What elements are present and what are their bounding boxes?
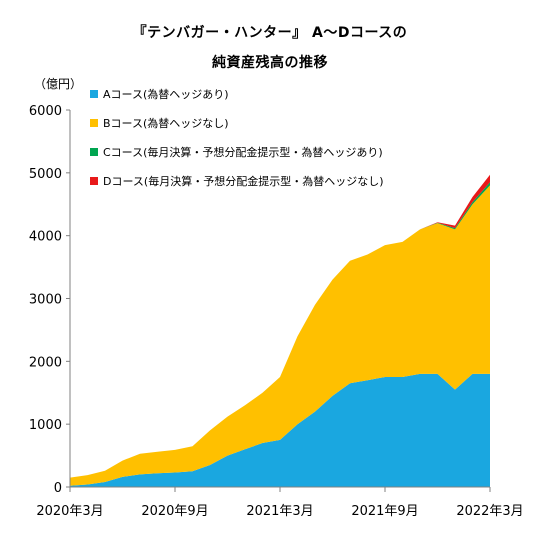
y-tick-label: 1000 <box>29 418 62 433</box>
y-tick-label: 5000 <box>29 167 62 182</box>
legend-swatch-c <box>90 148 98 156</box>
axes: 0 1000 2000 3000 4000 5000 6000 2020年3月 2020年9月 2… <box>29 104 524 519</box>
y-tick-label: 2000 <box>29 355 62 370</box>
area-series-a <box>70 373 490 487</box>
unit-label: （億円） <box>34 77 82 91</box>
x-tick-label: 2020年9月 <box>141 504 208 519</box>
legend-label-c: Cコース(毎月決算・予想分配金提示型・為替ヘッジあり) <box>103 145 383 159</box>
legend-label-a: Aコース(為替ヘッジあり) <box>103 87 229 101</box>
x-tick-label: 2021年9月 <box>351 504 418 519</box>
legend-label-d: Dコース(毎月決算・予想分配金提示型・為替ヘッジなし) <box>103 174 384 188</box>
area-series-b <box>70 185 490 486</box>
y-tick-label: 3000 <box>29 293 62 308</box>
legend-swatch-a <box>90 90 98 98</box>
x-tick-label: 2022年3月 <box>456 504 523 519</box>
chart-subtitle: 純資産残高の推移 <box>212 55 328 71</box>
legend-swatch-b <box>90 119 98 127</box>
chart-title: 『テンバガー・ハンター』 A～Dコースの <box>132 25 408 41</box>
series-areas <box>70 174 490 487</box>
y-tick-label: 4000 <box>29 230 62 245</box>
y-tick-label: 0 <box>54 481 62 496</box>
y-tick-label: 6000 <box>29 104 62 119</box>
legend-swatch-d <box>90 177 98 185</box>
legend: Aコース(為替ヘッジあり) Bコース(為替ヘッジなし) Cコース(毎月決算・予想分配… <box>90 87 384 188</box>
x-tick-label: 2020年3月 <box>36 504 103 519</box>
x-tick-label: 2021年3月 <box>246 504 313 519</box>
legend-label-b: Bコース(為替ヘッジなし) <box>103 116 229 130</box>
